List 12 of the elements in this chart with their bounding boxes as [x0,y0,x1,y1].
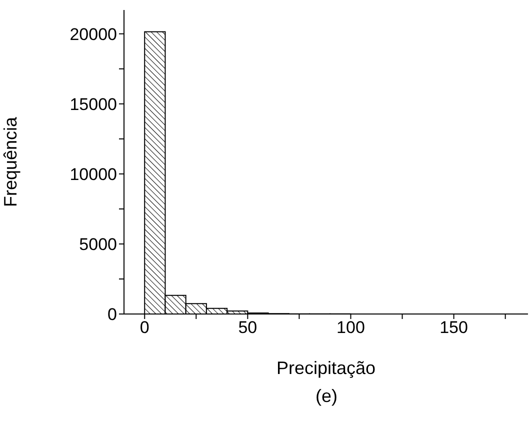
y-tick-label: 20000 [70,24,117,44]
y-axis-title: Frequência [0,116,20,208]
x-tick-label: 50 [238,318,258,338]
y-tick-label: 5000 [79,234,117,254]
y-tick-label: 0 [108,305,117,324]
y-tick-label: 15000 [70,94,117,114]
x-tick-label: 150 [440,318,468,338]
x-axis-title: Precipitação [276,358,376,378]
x-tick-label: 100 [336,318,365,338]
y-tick-label: 10000 [70,164,117,184]
text: (e) [314,386,338,407]
x-tick-label: 0 [140,318,150,338]
